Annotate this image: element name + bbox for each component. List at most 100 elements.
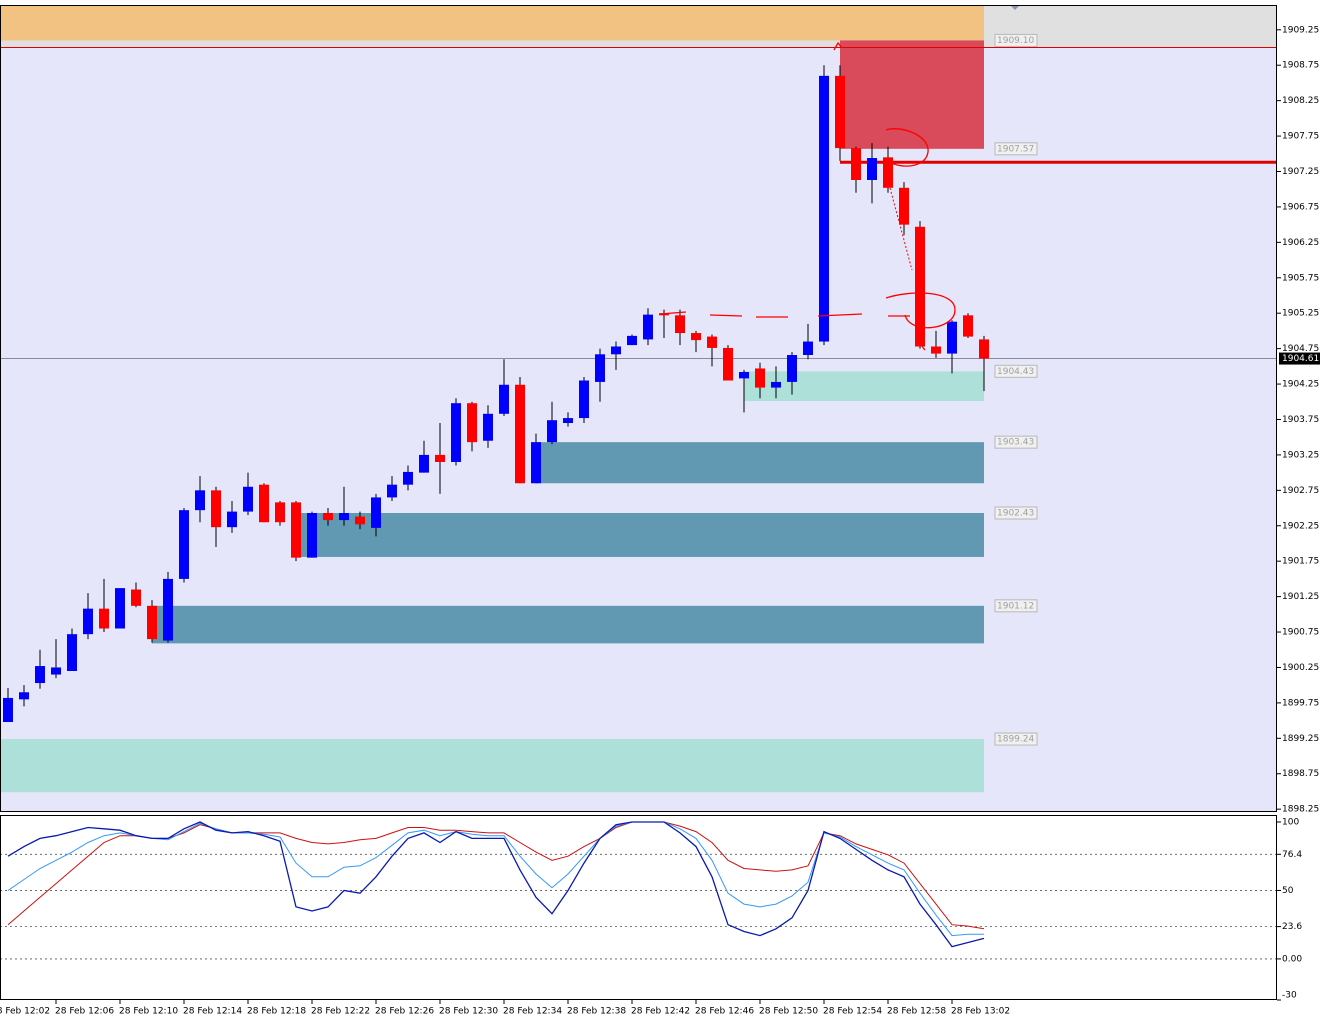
y-tick-label: 1908.25 bbox=[1282, 96, 1319, 106]
candle-body bbox=[499, 384, 509, 414]
candle-body bbox=[339, 513, 349, 521]
axes: 1909.10 1907.57 1904.43 1903.43 1902.43 1901.… bbox=[0, 25, 1320, 1017]
candle-body bbox=[723, 347, 733, 381]
candle-body bbox=[19, 692, 29, 700]
candle-body bbox=[883, 157, 893, 188]
y-tick-label: 1907.25 bbox=[1282, 167, 1319, 177]
candle-body bbox=[803, 341, 813, 356]
candle-body bbox=[531, 442, 541, 484]
zone bbox=[744, 371, 984, 402]
zone bbox=[536, 442, 984, 484]
y-tick-label: 76.4 bbox=[1282, 850, 1302, 860]
x-tick-label: 28 Feb 12:14 bbox=[183, 1007, 242, 1017]
y-tick-label: 1909.25 bbox=[1282, 25, 1319, 35]
osc-panel-bg bbox=[0, 815, 1277, 1000]
x-tick-label: 28 Feb 12:06 bbox=[55, 1007, 114, 1017]
candle-body bbox=[291, 502, 301, 558]
x-tick-label: 28 Feb 12:46 bbox=[695, 1007, 754, 1017]
main-panel-bg bbox=[0, 5, 1277, 812]
x-tick-label: 28 Feb 12:58 bbox=[887, 1007, 946, 1017]
y-tick-label: 100 bbox=[1282, 817, 1299, 827]
candle-body bbox=[83, 608, 93, 635]
candle-body bbox=[275, 502, 285, 523]
annotation-dashes bbox=[659, 311, 910, 318]
x-tick-label: 28 Feb 12:22 bbox=[311, 1007, 370, 1017]
candle-body bbox=[371, 497, 381, 528]
candle-body bbox=[67, 634, 77, 672]
annotation-circle bbox=[885, 128, 929, 167]
candle-body bbox=[931, 346, 941, 354]
x-tick-label: 28 Feb 12:34 bbox=[503, 1007, 562, 1017]
zone-label: 1909.10 bbox=[997, 36, 1034, 46]
candle-body bbox=[323, 513, 333, 521]
zone-label: 1907.57 bbox=[997, 144, 1034, 154]
main-plot bbox=[0, 5, 1277, 793]
osc-line bbox=[7, 821, 985, 948]
y-tick-label: -30 bbox=[1282, 991, 1297, 1001]
y-tick-label: 1906.25 bbox=[1282, 238, 1319, 248]
candle-body bbox=[771, 381, 781, 388]
y-tick-label: 1899.25 bbox=[1282, 734, 1319, 744]
y-tick-label: 1906.75 bbox=[1282, 202, 1319, 212]
candle-body bbox=[387, 484, 397, 498]
zone-label: 1903.43 bbox=[997, 438, 1034, 448]
y-tick-label: 1902.25 bbox=[1282, 521, 1319, 531]
candle-body bbox=[307, 513, 317, 558]
candle-body bbox=[259, 484, 269, 523]
candle-body bbox=[163, 578, 173, 641]
candle-body bbox=[483, 413, 493, 441]
osc-frame bbox=[0, 815, 1277, 1000]
y-tick-label: 1905.75 bbox=[1282, 273, 1319, 283]
hand-annotations bbox=[659, 41, 956, 351]
candle-body bbox=[147, 605, 157, 640]
candle-body bbox=[867, 158, 877, 181]
zone-label: 1901.12 bbox=[997, 601, 1034, 611]
x-tick-label: 28 Feb 12:50 bbox=[759, 1007, 818, 1017]
last-price-box bbox=[1279, 352, 1320, 365]
candle-body bbox=[643, 314, 653, 340]
zone-label-box bbox=[994, 435, 1038, 449]
y-tick-label: 1903.75 bbox=[1282, 415, 1319, 425]
y-tick-label: 1907.75 bbox=[1282, 132, 1319, 142]
candle-body bbox=[515, 384, 525, 484]
x-tick-label: 28 Feb 12:42 bbox=[631, 1007, 690, 1017]
candle-body bbox=[179, 510, 189, 579]
candle-body bbox=[3, 697, 13, 723]
scroll-marker bbox=[1010, 5, 1020, 10]
candle-body bbox=[51, 667, 61, 675]
y-tick-label: 0.00 bbox=[1282, 954, 1302, 964]
zone bbox=[0, 739, 984, 793]
y-tick-label: 1904.75 bbox=[1282, 344, 1319, 354]
zone bbox=[152, 605, 984, 644]
candle-body bbox=[195, 490, 205, 511]
y-tick-label: 1898.25 bbox=[1282, 805, 1319, 815]
y-tick-label: 1899.75 bbox=[1282, 698, 1319, 708]
zone-label-box bbox=[994, 732, 1038, 746]
candle-body bbox=[915, 226, 925, 347]
candle-body bbox=[419, 454, 429, 473]
candle-body bbox=[579, 380, 589, 419]
candle-body bbox=[467, 403, 477, 443]
candle-body bbox=[243, 486, 253, 512]
y-tick-label: 1898.75 bbox=[1282, 769, 1319, 779]
candle-body bbox=[851, 148, 861, 181]
candle-body bbox=[963, 315, 973, 337]
y-tick-label: 1903.25 bbox=[1282, 450, 1319, 460]
candle-body bbox=[755, 368, 765, 388]
candle-body bbox=[899, 187, 909, 225]
zone bbox=[296, 513, 984, 557]
zone-label-box bbox=[994, 142, 1038, 156]
y-tick-label: 1902.75 bbox=[1282, 486, 1319, 496]
x-tick-label: 28 Feb 12:18 bbox=[247, 1007, 306, 1017]
candle-body bbox=[355, 516, 365, 525]
candle-body bbox=[787, 355, 797, 382]
y-tick-label: 23.6 bbox=[1282, 922, 1302, 932]
candle-body bbox=[947, 321, 957, 354]
zone bbox=[840, 40, 984, 149]
zone-label: 1899.24 bbox=[997, 735, 1034, 745]
x-tick-label: 28 Feb 12:26 bbox=[375, 1007, 434, 1017]
candle-body bbox=[547, 420, 557, 443]
candle-body bbox=[99, 608, 109, 629]
